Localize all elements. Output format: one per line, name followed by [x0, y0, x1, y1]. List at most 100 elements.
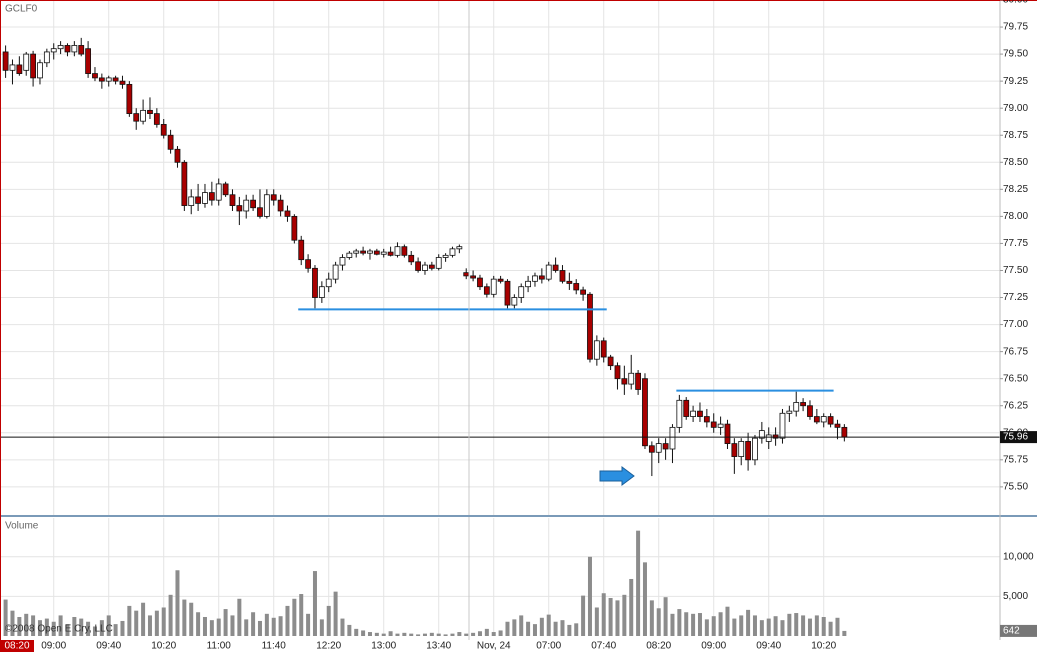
volume-bar	[58, 615, 63, 636]
volume-bar	[388, 631, 393, 636]
candle-body	[552, 264, 559, 271]
volume-bar	[752, 615, 757, 636]
candle-body	[380, 251, 387, 255]
y-tick-label: 75.75	[1003, 454, 1028, 465]
candle-body	[435, 257, 442, 269]
arrow	[599, 466, 635, 486]
y-tick-label: 77.00	[1003, 319, 1028, 330]
candle-body	[724, 423, 731, 444]
x-tick-label: 13:40	[426, 641, 451, 652]
volume-bar	[422, 633, 427, 636]
volume-bar	[175, 570, 180, 636]
candle-body	[841, 426, 848, 438]
candle-body	[57, 45, 64, 50]
candle-body	[50, 48, 57, 53]
volume-bar	[333, 591, 338, 636]
candle-body	[250, 199, 257, 209]
volume-bar	[670, 613, 675, 636]
candle-body	[580, 289, 586, 295]
last-price-label: 75.96	[1003, 432, 1028, 443]
candle-body	[710, 421, 717, 428]
candle-body	[208, 192, 215, 201]
candle-body	[195, 196, 202, 204]
volume-bar	[636, 530, 641, 636]
volume-bar	[92, 626, 97, 636]
volume-bar	[374, 632, 379, 636]
candle-body	[635, 372, 641, 390]
volume-bar	[615, 600, 620, 636]
volume-bar	[37, 620, 42, 636]
candle-body	[167, 134, 174, 150]
volume-bar	[202, 616, 207, 636]
x-tick-label: 11:00	[207, 641, 232, 652]
crosshair-time-box	[0, 640, 34, 652]
candle-body	[807, 405, 813, 417]
chart-title: GCLF0	[5, 4, 38, 15]
y-tick-label: 77.50	[1003, 265, 1028, 276]
candle-body	[215, 183, 222, 201]
volume-title: Volume	[5, 521, 39, 532]
volume-bar	[512, 619, 517, 636]
candle-body	[538, 275, 545, 280]
candle-body	[772, 434, 779, 439]
candle-body	[318, 286, 325, 298]
candle-body	[834, 423, 841, 428]
volume-bar	[656, 608, 661, 636]
candle-body	[648, 445, 655, 453]
volume-bar	[326, 605, 331, 636]
candle-body	[243, 199, 250, 212]
candle-body	[765, 434, 772, 442]
volume-bar	[120, 620, 125, 636]
candle-body	[367, 250, 373, 254]
candle-body	[408, 254, 415, 263]
candle-body	[731, 443, 738, 457]
volume-bar	[99, 620, 104, 636]
volume-bar	[86, 621, 91, 636]
x-tick-label: Nov, 24	[477, 641, 511, 652]
candle-body	[827, 416, 834, 425]
x-tick-label: 13:00	[371, 641, 396, 652]
y-tick-label: 79.50	[1003, 49, 1028, 60]
candle-body	[16, 64, 23, 74]
volume-bar	[622, 594, 627, 636]
volume-bar	[498, 630, 503, 636]
y-tick-label: 80.00	[1003, 0, 1028, 6]
volume-bar	[312, 571, 317, 636]
y-tick-label: 79.75	[1003, 22, 1028, 33]
y-tick-label: 77.75	[1003, 238, 1028, 249]
volume-bar	[168, 594, 173, 636]
volume-bar	[532, 624, 537, 636]
candle-body	[23, 53, 30, 71]
crosshair-time: 08:20	[4, 641, 29, 652]
candle-body	[593, 340, 600, 360]
volume-bar	[780, 620, 785, 636]
candle-body	[387, 251, 394, 256]
volume-bar	[251, 612, 256, 636]
candle-body	[559, 270, 566, 282]
volume-bar	[10, 610, 15, 636]
candle-body	[312, 267, 318, 298]
volume-bar	[491, 632, 496, 636]
candle-body	[655, 443, 662, 453]
volume-bar	[835, 617, 840, 636]
axis: 75.5075.7576.0076.2576.5076.7577.0077.25…	[41, 0, 1037, 652]
candle-body	[291, 215, 298, 241]
x-tick-label: 09:40	[96, 641, 121, 652]
volume-bar	[649, 600, 654, 636]
volume-bar	[319, 619, 324, 636]
candle-body	[717, 423, 724, 428]
volume-pane	[3, 530, 847, 636]
volume-bar	[581, 595, 586, 636]
candle-body	[222, 183, 229, 196]
candle-body	[30, 53, 37, 79]
volume-tick-label: 10,000	[1003, 551, 1034, 562]
candle-body	[78, 45, 85, 55]
volume-bar	[553, 621, 558, 636]
volume-tick-label: 5,000	[1003, 591, 1028, 602]
candle-body	[690, 410, 696, 417]
volume-bar	[546, 614, 551, 636]
candle-body	[456, 246, 463, 250]
y-tick-label: 78.25	[1003, 184, 1028, 195]
volume-bar	[505, 621, 510, 636]
